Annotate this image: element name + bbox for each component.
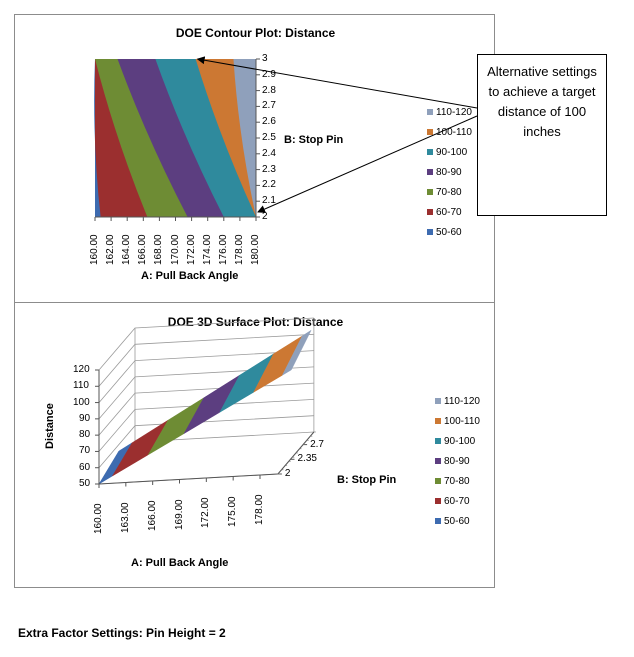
surface-legend-item: 110-120 <box>435 396 480 407</box>
surface-plot-area <box>95 317 316 488</box>
annotation-callout: Alternative settings to achieve a target… <box>477 54 607 216</box>
contour-y-tick-label: 2 <box>262 211 268 222</box>
legend-swatch <box>427 129 433 136</box>
legend-label: 80-90 <box>444 456 470 467</box>
legend-swatch <box>427 109 433 116</box>
contour-y-tick-label: 2.9 <box>262 68 276 80</box>
surface-z-tick-label: 120 <box>73 364 90 375</box>
surface-x-axis <box>98 473 278 485</box>
surface-z-tick-label: 60 <box>79 461 91 473</box>
callout-arrow <box>196 56 478 109</box>
surface-chart-panel: DOE 3D Surface Plot: Distance A: Pull Ba… <box>14 302 495 588</box>
legend-swatch <box>435 478 441 485</box>
contour-chart-panel: DOE Contour Plot: Distance A: Pull Back … <box>14 14 495 302</box>
legend-label: 70-80 <box>444 476 470 487</box>
surface-z-tick-label: 50 <box>79 478 91 489</box>
contour-band-50-60 <box>94 59 101 217</box>
surface-y-tick-label: 2.7 <box>310 438 324 450</box>
surface-legend-item: 80-90 <box>435 456 470 467</box>
legend-swatch <box>427 229 433 236</box>
surface-y-tick-label: 2.35 <box>297 453 317 465</box>
legend-swatch <box>435 458 441 465</box>
legend-label: 50-60 <box>444 516 470 527</box>
surface-y-axis-title: B: Stop Pin <box>337 474 397 486</box>
contour-x-axis-title: A: Pull Back Angle <box>141 270 239 282</box>
legend-label: 100-110 <box>436 127 472 138</box>
callout-arrow <box>257 115 478 213</box>
contour-legend-item: 100-110 <box>427 127 472 138</box>
surface-legend-item: 70-80 <box>435 476 470 487</box>
contour-y-tick-label: 2.1 <box>262 195 276 207</box>
surface-z-tick-label: 110 <box>73 380 89 392</box>
contour-chart-title: DOE Contour Plot: Distance <box>175 26 336 40</box>
legend-label: 80-90 <box>436 167 462 178</box>
contour-legend-item: 80-90 <box>427 167 462 178</box>
surface-y-tick-label: 2 <box>284 468 291 479</box>
legend-swatch <box>435 438 441 445</box>
contour-y-tick-label: 2.6 <box>262 116 276 128</box>
legend-label: 100-110 <box>444 416 480 427</box>
surface-z-tick-label: 90 <box>79 412 91 424</box>
surface-x-axis-title: A: Pull Back Angle <box>131 557 229 569</box>
surface-segment <box>281 329 312 376</box>
legend-label: 60-70 <box>436 207 462 218</box>
surface-legend-item: 60-70 <box>435 496 470 507</box>
contour-legend-item: 60-70 <box>427 207 462 218</box>
extra-factor-settings: Extra Factor Settings: Pin Height = 2 <box>18 626 226 640</box>
contour-y-tick-label: 2.3 <box>262 163 276 175</box>
contour-y-tick-label: 2.4 <box>262 147 276 159</box>
contour-y-tick-label: 3 <box>262 53 268 64</box>
legend-swatch <box>427 189 433 196</box>
surface-legend-item: 90-100 <box>435 436 475 447</box>
legend-swatch <box>435 518 441 525</box>
legend-swatch <box>427 149 433 156</box>
contour-legend-item: 50-60 <box>427 227 462 238</box>
legend-label: 90-100 <box>444 436 476 447</box>
legend-swatch <box>435 418 441 425</box>
contour-legend-item: 90-100 <box>427 147 467 158</box>
contour-y-tick-label: 2.7 <box>262 100 276 112</box>
legend-label: 90-100 <box>436 147 468 158</box>
surface-z-tick-label: 70 <box>79 445 91 457</box>
contour-legend-item: 110-120 <box>427 107 472 118</box>
contour-y-axis-title: B: Stop Pin <box>284 134 344 146</box>
surface-legend-item: 50-60 <box>435 516 470 527</box>
contour-y-tick-label: 2.8 <box>262 84 276 96</box>
legend-label: 110-120 <box>444 396 480 407</box>
legend-swatch <box>427 169 433 176</box>
legend-swatch <box>427 209 433 216</box>
contour-plot-area <box>94 58 260 221</box>
contour-band-60-70 <box>95 59 148 217</box>
legend-label: 50-60 <box>436 227 462 238</box>
contour-y-tick-label: 2.5 <box>262 132 276 143</box>
legend-label: 70-80 <box>436 187 462 198</box>
surface-z-tick-label: 80 <box>79 429 91 441</box>
contour-legend-item: 70-80 <box>427 187 462 198</box>
surface-z-tick-label: 100 <box>73 396 90 408</box>
legend-swatch <box>435 498 441 505</box>
contour-y-tick-label: 2.2 <box>262 179 276 191</box>
legend-swatch <box>435 398 441 405</box>
legend-label: 110-120 <box>436 107 472 118</box>
legend-label: 60-70 <box>444 496 470 507</box>
surface-legend-item: 100-110 <box>435 416 480 427</box>
